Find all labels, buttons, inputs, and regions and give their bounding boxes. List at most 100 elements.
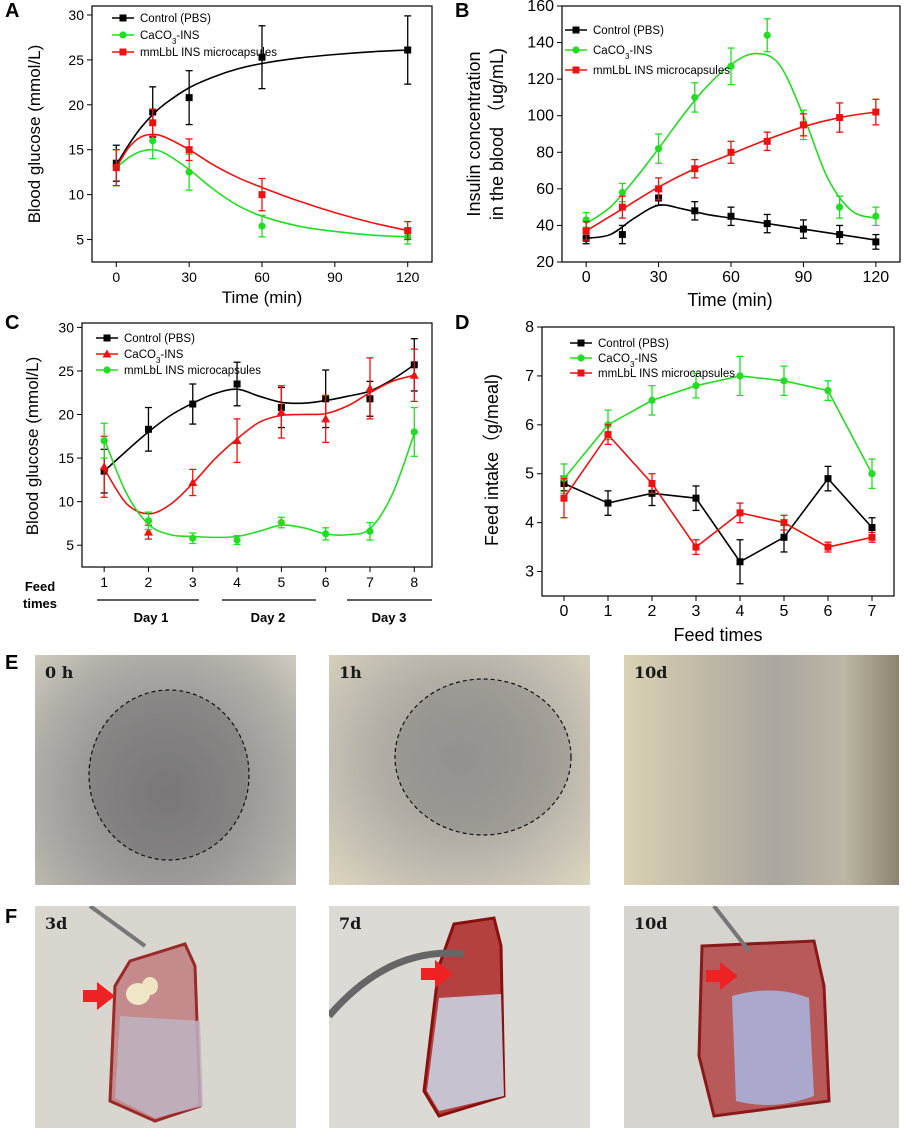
data-point <box>189 400 197 408</box>
data-point <box>277 518 285 527</box>
x-tick-label: 30 <box>181 269 197 285</box>
legend-marker <box>103 366 111 374</box>
legend-label: Control (PBS) <box>593 25 664 37</box>
legend-label: Control (PBS) <box>598 338 669 350</box>
series-2 <box>100 406 418 545</box>
data-point <box>799 225 807 233</box>
chart-b: 0 30 60 90 120 20 40 60 80 100 120 140 160 Control (P… <box>464 0 901 310</box>
y-tick-label: 20 <box>68 97 84 113</box>
data-point <box>691 165 699 173</box>
legend-marker <box>119 48 127 56</box>
y-tick-label: 3 <box>525 564 534 581</box>
y-axis-label: Blood glucose (mmol/L) <box>25 45 44 224</box>
panel-letter-b: B <box>455 0 470 22</box>
x-tick-label: 2 <box>145 574 153 590</box>
data-point <box>144 425 152 433</box>
data-point <box>604 499 612 507</box>
data-point <box>824 475 832 483</box>
y-tick-label: 20 <box>536 254 554 271</box>
legend-label: Control (PBS) <box>140 13 211 25</box>
data-point <box>112 164 120 172</box>
y-axis-label: Insulin concentration <box>464 51 484 216</box>
injection-site-outline <box>394 678 572 836</box>
data-point <box>872 212 880 220</box>
photo-f-7d: 7d <box>329 906 590 1128</box>
photo-e-0h: 0 h <box>35 655 296 885</box>
y-tick-label: 160 <box>527 0 554 15</box>
legend-marker <box>572 46 580 54</box>
series-line <box>586 204 876 241</box>
y-tick-label: 140 <box>527 35 554 52</box>
arrow-icon <box>706 962 738 990</box>
x-tick-label: 8 <box>410 574 418 590</box>
legend-label: mmLbL INS microcapsules <box>124 365 261 377</box>
data-point <box>560 494 568 502</box>
y-axis-label: in the blood （ug/mL) <box>487 48 507 220</box>
y-tick-label: 15 <box>58 450 74 466</box>
series-2 <box>112 108 412 241</box>
data-point <box>188 477 198 486</box>
panel-letter-c: C <box>5 312 20 334</box>
data-point <box>582 227 590 235</box>
y-tick-label: 25 <box>68 52 84 68</box>
legend-label: mmLbL INS microcapsules <box>593 65 730 77</box>
y-tick-label: 60 <box>536 181 554 198</box>
series-2 <box>560 424 876 556</box>
y-tick-label: 6 <box>525 417 534 434</box>
legend-marker <box>572 66 580 74</box>
data-point <box>233 380 241 388</box>
photo-label: 3d <box>45 914 68 933</box>
photo-e-1h: 1h <box>329 655 590 885</box>
data-point <box>648 480 656 488</box>
x-tick-label: 0 <box>560 603 569 620</box>
data-point <box>409 370 419 379</box>
chart-a: 0 30 60 90 120 5 10 15 20 25 30 Control (PBS) CaCO3-… <box>25 5 433 307</box>
data-point <box>727 212 735 220</box>
y-tick-label: 5 <box>76 232 84 248</box>
data-point <box>618 203 626 211</box>
x-tick-label: 120 <box>863 269 890 286</box>
photo-f-10d: 10d <box>624 906 899 1128</box>
data-point <box>780 519 788 527</box>
y-tick-label: 15 <box>68 142 84 158</box>
photo-f-3d: 3d <box>35 906 296 1128</box>
x-tick-label: 120 <box>396 269 420 285</box>
data-point <box>618 188 626 197</box>
y-tick-label: 7 <box>525 368 534 385</box>
y-tick-label: 120 <box>527 71 554 88</box>
data-point <box>691 93 699 102</box>
data-point <box>691 207 699 215</box>
series-1 <box>560 355 876 494</box>
x-tick-label: 90 <box>795 269 813 286</box>
x-tick-label: 1 <box>604 603 613 620</box>
y-tick-label: 30 <box>68 7 84 23</box>
x-tick-label: 60 <box>722 269 740 286</box>
dissection-image <box>83 906 203 1123</box>
data-point <box>366 527 374 535</box>
data-point <box>189 534 197 542</box>
data-point <box>143 527 153 536</box>
series-1 <box>112 122 412 245</box>
y-axis-label: Blood glucose (mmol/L) <box>23 357 42 536</box>
data-point <box>868 524 876 532</box>
data-point <box>322 530 330 538</box>
y-axis-label: Feed intake（g/meal) <box>482 374 502 546</box>
data-point <box>872 108 880 116</box>
legend-marker <box>119 14 127 22</box>
data-point <box>727 148 735 156</box>
legend-label: CaCO3-INS <box>124 349 184 365</box>
data-point <box>185 168 193 176</box>
series-line <box>103 374 415 515</box>
chart-d: 0 1 2 3 4 5 6 7 3 4 5 6 7 8 Control (PBS) CaCO3-INSmmLb… <box>482 319 895 645</box>
data-point <box>232 436 242 445</box>
data-point <box>780 377 788 385</box>
data-point <box>233 536 241 544</box>
series-line <box>115 49 408 166</box>
x-tick-label: 3 <box>189 574 197 590</box>
x-tick-label: 7 <box>366 574 374 590</box>
plot-frame <box>541 326 895 597</box>
x-tick-label: 6 <box>322 574 330 590</box>
data-point <box>736 372 744 380</box>
